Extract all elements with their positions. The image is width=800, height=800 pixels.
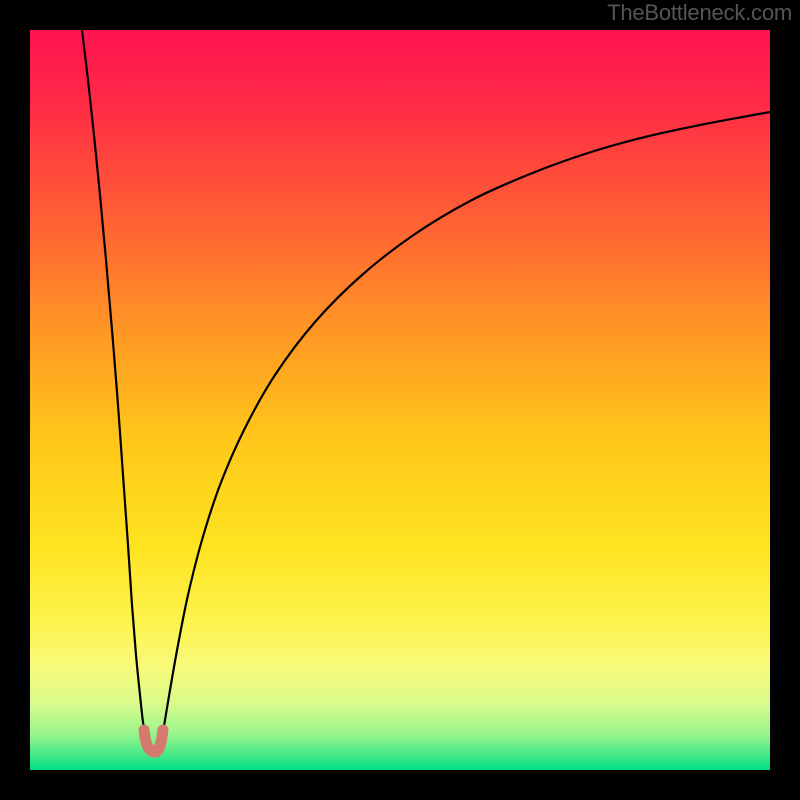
- figure-root: TheBottleneck.com: [0, 0, 800, 800]
- watermark-text: TheBottleneck.com: [607, 0, 792, 26]
- gradient-curve-chart: [0, 0, 800, 800]
- plot-gradient-background: [30, 30, 770, 770]
